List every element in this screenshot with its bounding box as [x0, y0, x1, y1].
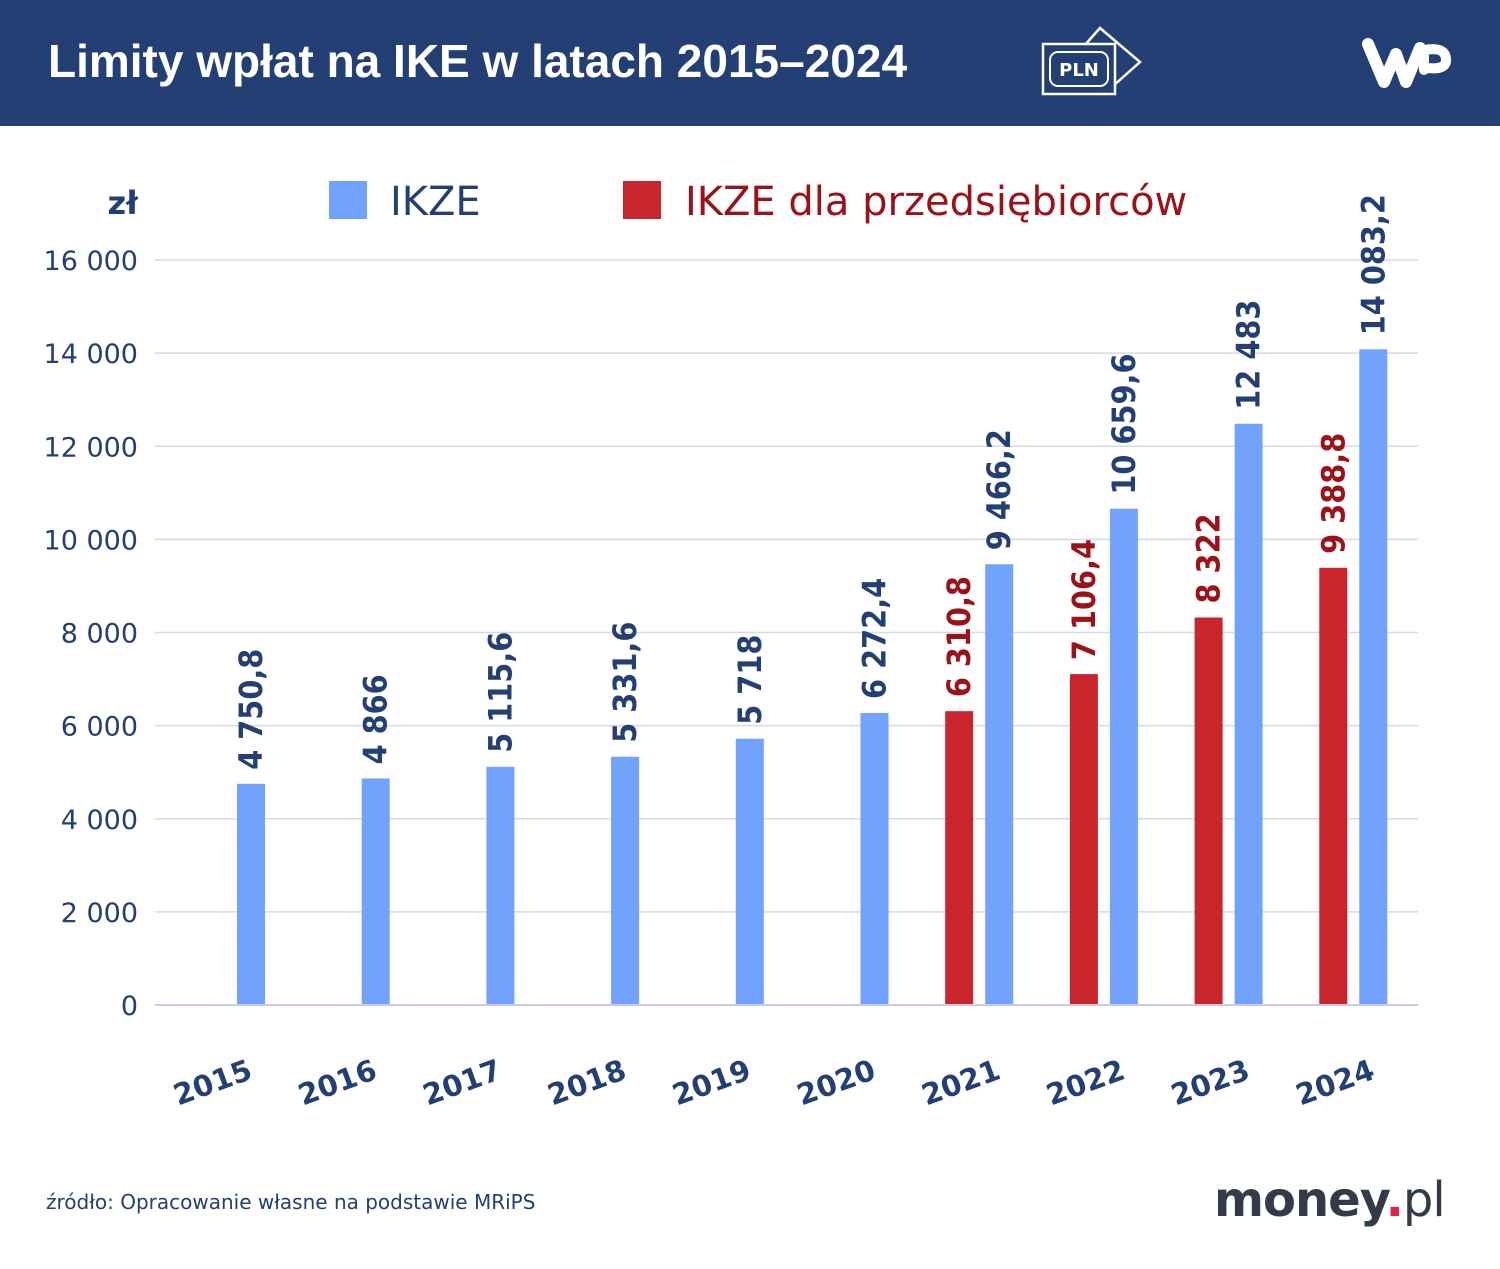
- data-label-ikze-biz: 6 310,8: [940, 576, 978, 697]
- bar-ikze-2022: [1109, 508, 1138, 1005]
- y-tick-label: 16 000: [44, 246, 138, 277]
- x-tick-label: 2015: [169, 1053, 256, 1113]
- bar-ikze-biz-2022: [1069, 674, 1098, 1005]
- pln-badge-text: PLN: [1059, 60, 1099, 81]
- x-tick-label: 2017: [418, 1053, 505, 1113]
- bar-ikze-2019: [735, 738, 764, 1005]
- x-tick-label: 2022: [1042, 1053, 1129, 1113]
- header: Limity wpłat na IKE w latach 2015–2024 P…: [0, 0, 1500, 126]
- data-label-ikze-biz: 9 388,8: [1314, 433, 1352, 554]
- legend-label-ikze: IKZE: [390, 179, 481, 225]
- bar-ikze-2020: [860, 712, 889, 1005]
- bar-ikze-2015: [237, 783, 265, 1005]
- y-tick-label: 4 000: [61, 805, 138, 836]
- bar-ikze-2023: [1234, 423, 1263, 1005]
- data-label-ikze: 12 483: [1230, 300, 1268, 410]
- data-label-ikze-biz: 7 106,4: [1065, 539, 1103, 660]
- source-note: źródło: Opracowanie własne na podstawie …: [46, 1190, 536, 1214]
- legend-swatch-ikze-biz: [623, 181, 661, 219]
- wp-logo: [1362, 38, 1452, 88]
- pln-banknote-icon: PLN: [1041, 26, 1142, 96]
- data-label-ikze-biz: 8 322: [1190, 513, 1228, 603]
- y-tick-label: 14 000: [44, 339, 138, 370]
- y-tick-label: 0: [121, 991, 138, 1022]
- bar-ikze-biz-2024: [1319, 567, 1348, 1005]
- bar-ikze-2018: [611, 756, 640, 1005]
- x-tick-label: 2016: [294, 1053, 381, 1113]
- data-label-ikze: 4 750,8: [232, 649, 270, 770]
- chart-title: Limity wpłat na IKE w latach 2015–2024: [48, 35, 908, 87]
- x-tick-label: 2018: [543, 1053, 630, 1113]
- data-label-ikze: 4 866: [357, 674, 395, 764]
- data-label-ikze: 10 659,6: [1105, 354, 1143, 495]
- money-pl-logo: money.pl: [1214, 1172, 1446, 1228]
- bar-ikze-2017: [486, 766, 515, 1005]
- x-tick-label: 2020: [792, 1053, 879, 1113]
- data-label-ikze: 5 718: [731, 635, 769, 725]
- data-label-ikze: 9 466,2: [980, 429, 1018, 550]
- bar-ikze-biz-2021: [945, 711, 974, 1005]
- bar-ikze-2024: [1359, 349, 1388, 1006]
- legend-label-ikze-biz: IKZE dla przedsiębiorców: [685, 179, 1187, 225]
- y-axis-unit: zł: [108, 184, 140, 222]
- x-tick-label: 2024: [1291, 1053, 1378, 1113]
- data-label-ikze: 6 272,4: [856, 578, 894, 699]
- x-tick-label: 2019: [668, 1053, 755, 1113]
- data-label-ikze: 5 331,6: [606, 622, 644, 743]
- x-tick-label: 2023: [1167, 1053, 1254, 1113]
- y-tick-label: 6 000: [61, 712, 138, 743]
- y-tick-label: 8 000: [61, 619, 138, 650]
- y-tick-label: 2 000: [61, 898, 138, 929]
- x-tick-label: 2021: [917, 1053, 1004, 1113]
- bar-ikze-2016: [361, 778, 390, 1005]
- bar-ikze-2021: [985, 564, 1014, 1005]
- bar-ikze-biz-2023: [1194, 617, 1223, 1005]
- y-tick-label: 10 000: [44, 525, 138, 556]
- data-label-ikze: 5 115,6: [481, 632, 519, 753]
- y-tick-label: 12 000: [44, 432, 138, 463]
- legend-swatch-ikze: [329, 181, 367, 219]
- data-label-ikze: 14 083,2: [1354, 194, 1392, 335]
